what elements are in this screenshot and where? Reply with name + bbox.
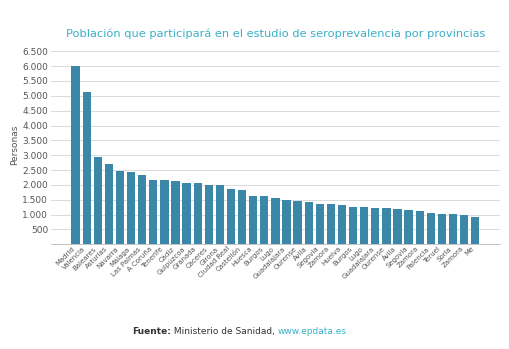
- Y-axis label: Personas: Personas: [11, 125, 19, 165]
- Bar: [260, 196, 268, 244]
- Bar: [382, 208, 390, 244]
- Bar: [371, 208, 379, 244]
- Bar: [293, 201, 301, 244]
- Bar: [415, 211, 423, 244]
- Bar: [149, 180, 157, 244]
- Text: Fuente:: Fuente:: [132, 327, 171, 336]
- Bar: [392, 209, 401, 244]
- Bar: [182, 183, 190, 244]
- Bar: [426, 213, 434, 244]
- Bar: [271, 198, 279, 244]
- Bar: [404, 210, 412, 244]
- Bar: [193, 183, 202, 244]
- Bar: [437, 214, 445, 244]
- Bar: [315, 203, 323, 244]
- Bar: [138, 174, 146, 244]
- Bar: [326, 204, 334, 244]
- Bar: [94, 157, 102, 244]
- Bar: [215, 185, 223, 244]
- Bar: [359, 207, 367, 244]
- Text: www.epdata.es: www.epdata.es: [277, 327, 346, 336]
- Bar: [160, 180, 168, 244]
- Title: Población que participará en el estudio de seroprevalencia por provincias: Población que participará en el estudio …: [66, 29, 484, 39]
- Bar: [448, 214, 456, 244]
- Bar: [227, 189, 235, 244]
- Bar: [82, 92, 91, 244]
- Bar: [348, 207, 357, 244]
- Bar: [104, 164, 113, 244]
- Bar: [116, 171, 124, 244]
- Bar: [337, 206, 346, 244]
- Bar: [127, 172, 135, 244]
- Bar: [304, 202, 312, 244]
- Bar: [470, 217, 478, 244]
- Text: Ministerio de Sanidad,: Ministerio de Sanidad,: [171, 327, 277, 336]
- Bar: [248, 195, 257, 244]
- Bar: [71, 66, 79, 244]
- Bar: [171, 181, 179, 244]
- Bar: [204, 185, 213, 244]
- Bar: [238, 190, 246, 244]
- Bar: [459, 215, 467, 244]
- Bar: [282, 200, 290, 244]
